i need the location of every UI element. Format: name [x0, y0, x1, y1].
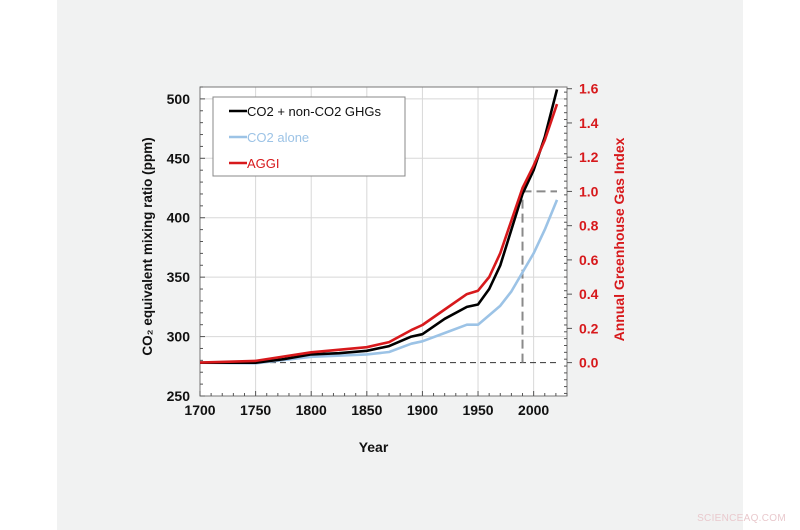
x-tick-label: 1850 [351, 402, 382, 418]
x-tick-label: 1900 [407, 402, 438, 418]
y-axis-label: CO₂ equivalent mixing ratio (ppm) [140, 137, 155, 355]
series-line-aggi [199, 103, 559, 364]
legend-label: AGGI [247, 156, 280, 171]
y-tick-label: 450 [167, 150, 191, 166]
y2-tick-label: 0.0 [579, 355, 599, 371]
x-tick-label: 1950 [462, 402, 493, 418]
y2-tick-label: 1.6 [579, 81, 599, 97]
y-tick-label: 500 [167, 91, 191, 107]
y2-tick-label: 0.4 [579, 286, 599, 302]
x-tick-label: 1700 [184, 402, 215, 418]
y-tick-label: 400 [167, 210, 191, 226]
series-line-co2-alone [199, 199, 559, 365]
y2-tick-label: 0.8 [579, 218, 599, 234]
y2-axis-label: Annual Greenhouse Gas Index [611, 137, 627, 341]
legend-label: CO2 + non-CO2 GHGs [247, 104, 382, 119]
x-tick-label: 2000 [518, 402, 549, 418]
y-tick-label: 300 [167, 329, 191, 345]
x-tick-label: 1800 [296, 402, 327, 418]
legend: CO2 + non-CO2 GHGs CO2 alone AGGI [212, 96, 406, 177]
y2-tick-label: 0.6 [579, 252, 599, 268]
y2-tick-label: 0.2 [579, 320, 599, 336]
y-tick-label: 250 [167, 388, 191, 404]
legend-label: CO2 alone [247, 130, 309, 145]
x-tick-label: 1750 [240, 402, 271, 418]
watermark: SCIENCEAQ.COM [697, 513, 786, 524]
series-line-co2-non-co2-ghgs [200, 89, 559, 364]
y-tick-label: 350 [167, 269, 191, 285]
y2-tick-label: 1.2 [579, 149, 599, 165]
y2-tick-label: 1.0 [579, 183, 599, 199]
x-axis-label: Year [359, 439, 389, 455]
y2-tick-label: 1.4 [579, 115, 599, 131]
